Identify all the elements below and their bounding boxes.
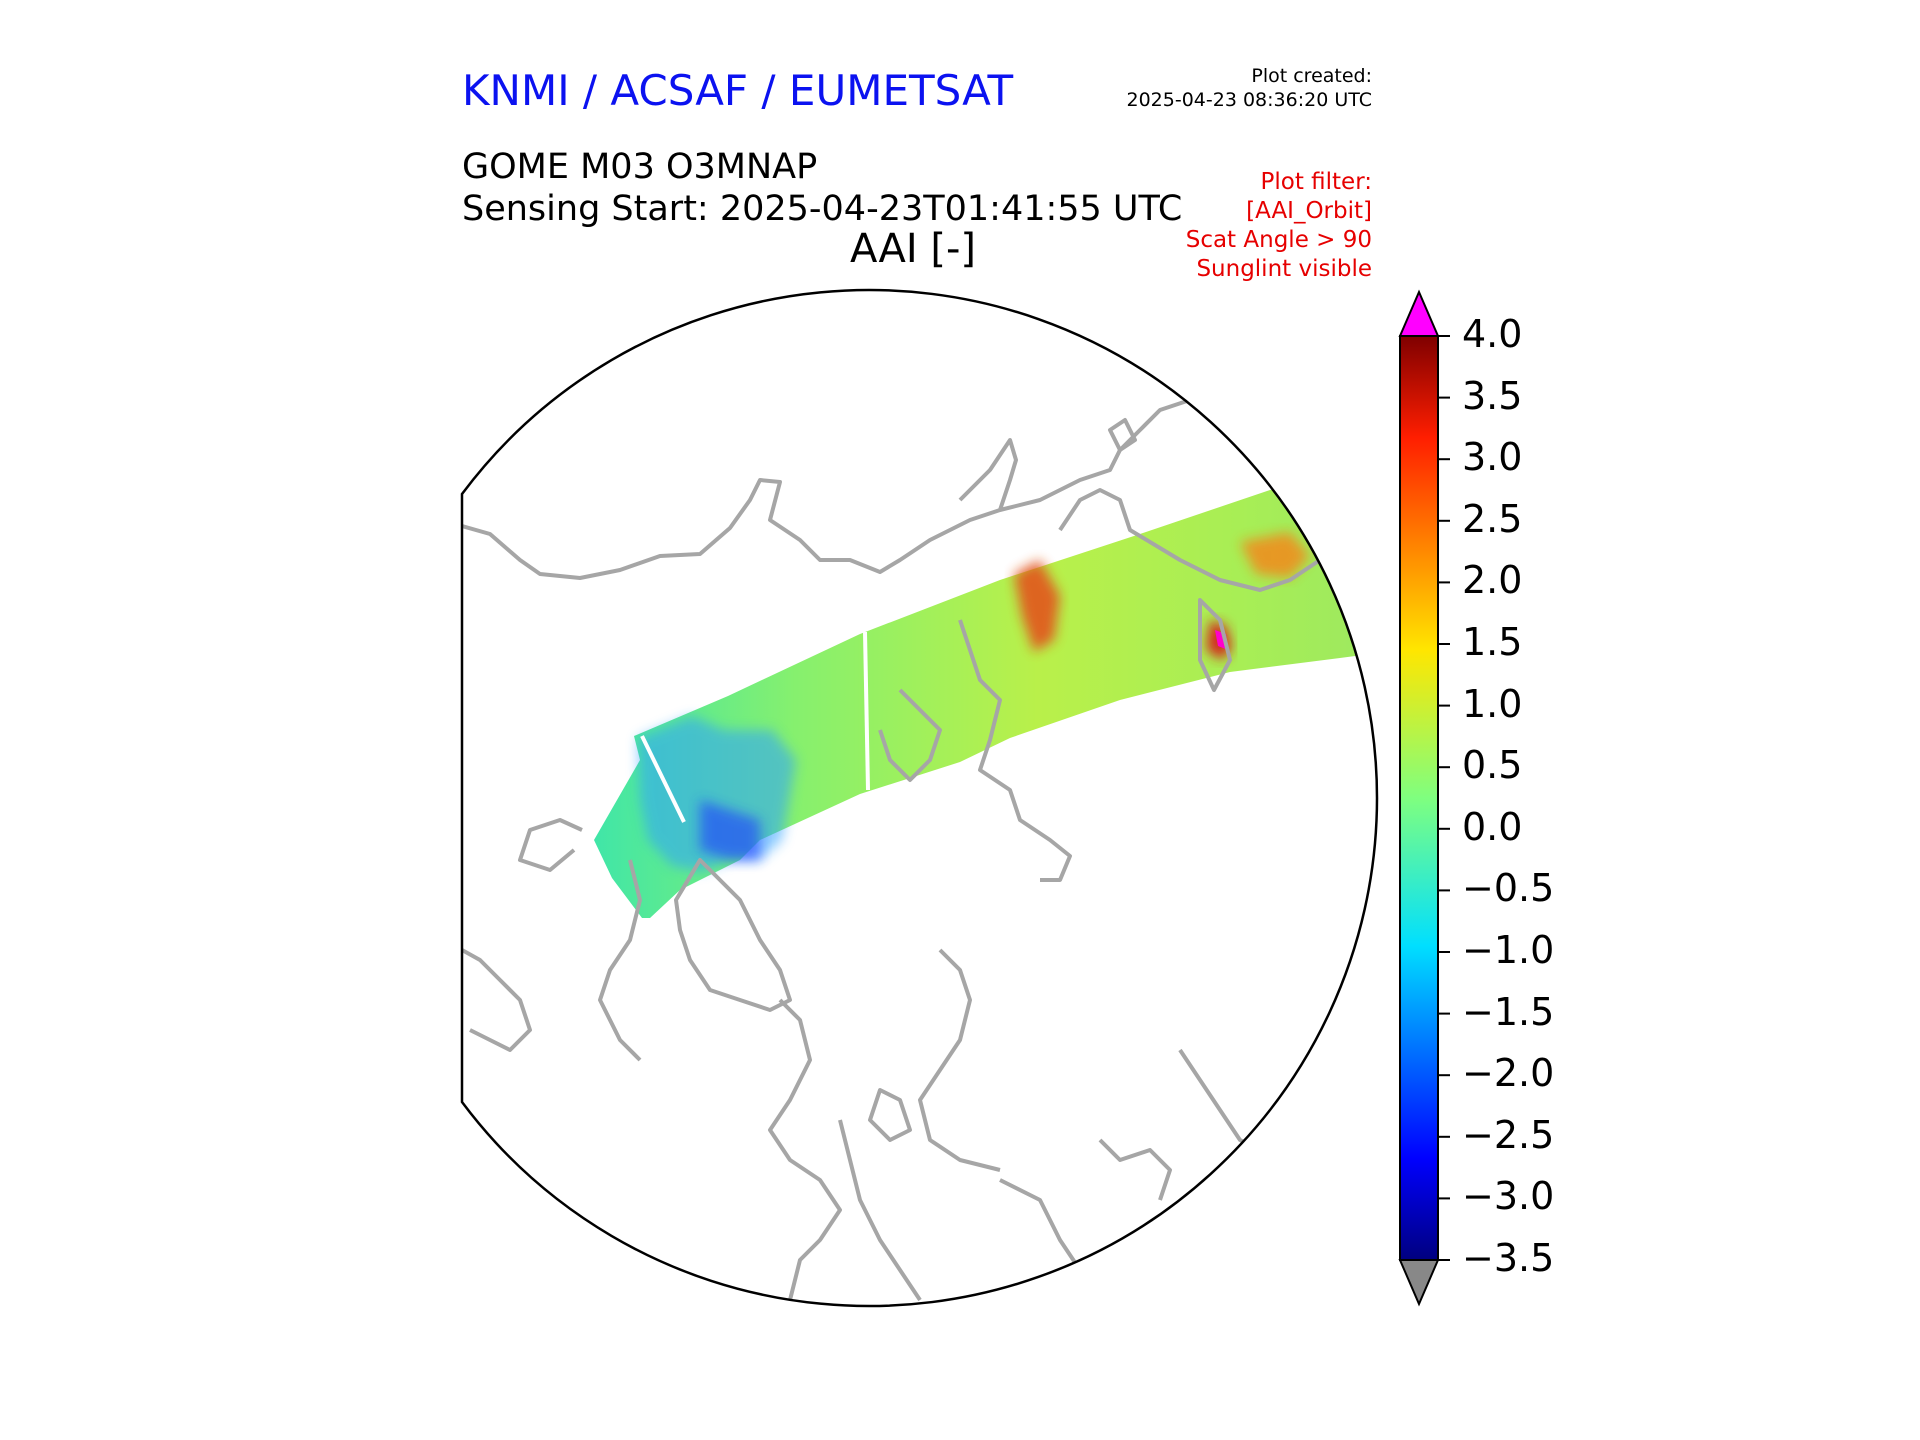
coastline-island	[1108, 418, 1137, 452]
colorbar-tick-label: −2.0	[1462, 1051, 1555, 1096]
product-name: GOME M03 O3MNAP	[462, 147, 818, 187]
colorbar-under-triangle	[1398, 1259, 1440, 1307]
coastline-alaska	[958, 619, 1072, 882]
coastline-hudson	[918, 948, 1001, 1172]
swath-gap	[640, 735, 686, 823]
map-background	[462, 290, 1377, 1306]
colorbar-tick-label: 0.5	[1462, 743, 1523, 788]
colorbar-tick-label: 4.0	[1462, 312, 1523, 356]
colorbar-tick-label: 0.0	[1462, 804, 1523, 849]
colorbar-tick-label: 3.5	[1462, 373, 1523, 418]
colorbar-frame	[1399, 335, 1439, 1261]
colorbar-over-triangle	[1398, 289, 1440, 337]
coastline-svalbard	[518, 818, 583, 872]
colorbar-tick-label: −2.5	[1462, 1112, 1555, 1157]
coastline-beaufort	[878, 688, 942, 782]
colorbar-tick-label: −3.5	[1462, 1236, 1555, 1280]
swath-gap	[863, 631, 870, 791]
variable-title: AAI [-]	[850, 226, 976, 272]
sensing-start: Sensing Start: 2025-04-23T01:41:55 UTC	[462, 189, 1183, 229]
colorbar-tick-label: −0.5	[1462, 866, 1555, 911]
created-time: 2025-04-23 08:36:20 UTC	[1126, 89, 1373, 111]
filter-line: Scat Angle > 90	[1185, 227, 1372, 253]
coastline-kamchatka	[1198, 598, 1232, 692]
coastline-taymyr	[958, 438, 1018, 511]
colorbar-tick-label: 2.5	[1462, 496, 1523, 541]
coastline-arctic-canada	[598, 859, 642, 1062]
coastline-greenland	[674, 858, 792, 1012]
colorbar-tick-label: −1.0	[1462, 928, 1555, 972]
map-boundary	[460, 288, 1379, 1308]
colorbar-tick-label: 3.0	[1462, 435, 1523, 480]
colorbar-tick-label: 1.0	[1462, 681, 1523, 726]
coastline-siberia	[462, 328, 1301, 580]
coastline-british-isles	[1098, 1138, 1172, 1201]
colorbar-tick-label: −3.0	[1462, 1174, 1555, 1219]
plot-created-stamp: Plot created: 2025-04-23 08:36:20 UTC	[1127, 64, 1373, 112]
colorbar-tick-label: 2.0	[1462, 558, 1523, 603]
aerosol-plume-north-pacific	[1240, 532, 1310, 578]
colorbar-gradient	[1400, 336, 1438, 1260]
coastline-scandinavia-west	[462, 948, 532, 1052]
colorbar-ticks	[1438, 335, 1450, 1261]
swath-band	[594, 470, 1377, 918]
colorbar	[1398, 289, 1450, 1307]
created-label: Plot created:	[1251, 65, 1372, 87]
coastline-labrador	[838, 1119, 922, 1302]
coastline-iceland	[868, 1088, 912, 1142]
plot-filter: Plot filter: [AAI_Orbit] Scat Angle > 90…	[1186, 168, 1372, 284]
coastline-north-america	[768, 998, 842, 1301]
product-info: GOME M03 O3MNAP Sensing Start: 2025-04-2…	[462, 146, 1182, 230]
organization-title: KNMI / ACSAF / EUMETSAT	[462, 66, 1014, 115]
filter-line: Sunglint visible	[1196, 256, 1372, 282]
filter-line: [AAI_Orbit]	[1246, 198, 1372, 224]
colorbar-tick-label: −1.5	[1462, 989, 1555, 1034]
colorbar-tick-label: 1.5	[1462, 620, 1523, 664]
elevated-aai-region	[1340, 520, 1377, 566]
map-disc	[462, 290, 1377, 1306]
aerosol-plume-east-siberia	[1014, 560, 1060, 652]
negative-aai-region	[700, 800, 760, 860]
filter-line: Plot filter:	[1260, 169, 1372, 195]
